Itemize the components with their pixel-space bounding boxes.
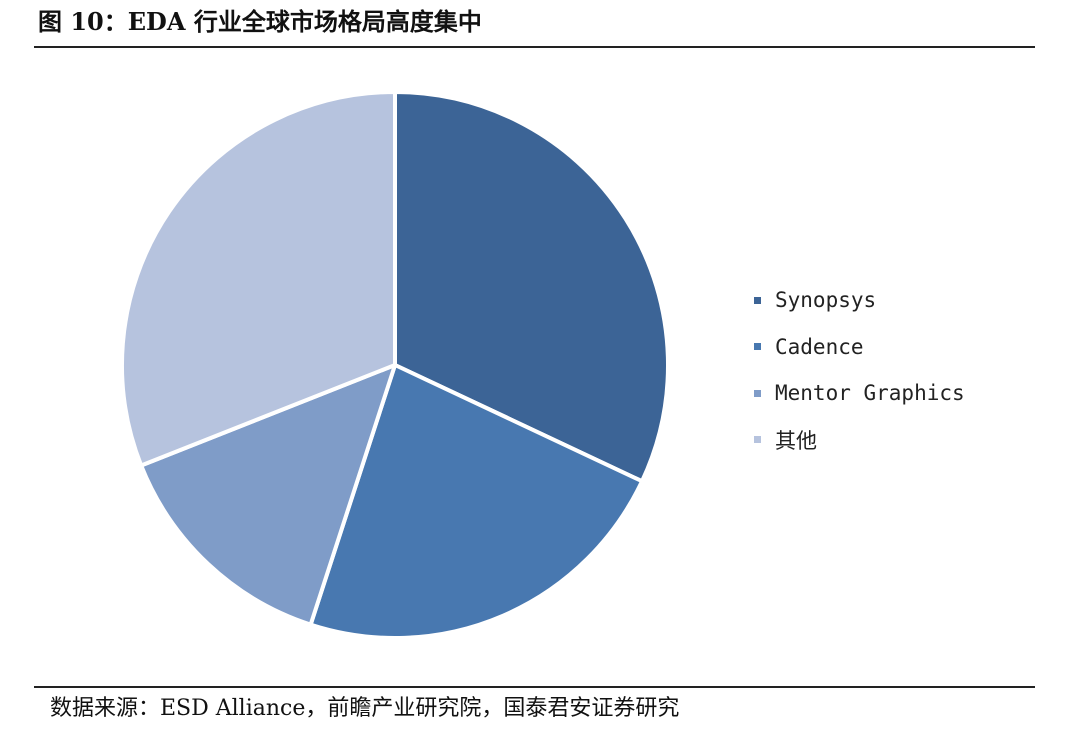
- legend-item: Mentor Graphics: [754, 370, 965, 417]
- legend-label: Cadence: [775, 334, 864, 359]
- pie-slice-1: [308, 363, 645, 640]
- figure-title: 图 10：EDA 行业全球市场格局高度集中: [38, 7, 482, 36]
- legend-item: Cadence: [754, 324, 965, 371]
- title-rule: [34, 46, 1035, 48]
- legend-label: 其他: [775, 428, 817, 453]
- legend-swatch: [754, 296, 761, 304]
- pie-slice-3: [120, 90, 397, 468]
- pie-slice-2: [139, 363, 397, 627]
- legend-swatch: [754, 436, 761, 444]
- legend-swatch: [754, 343, 761, 351]
- source-note: 数据来源：ESD Alliance，前瞻产业研究院，国泰君安证券研究: [50, 696, 680, 721]
- legend-label: Synopsys: [775, 288, 877, 313]
- legend-label: Mentor Graphics: [775, 381, 965, 406]
- chart-legend: Synopsys Cadence Mentor Graphics 其他: [754, 277, 965, 463]
- legend-item: Synopsys: [754, 277, 965, 324]
- pie-slice-0: [393, 90, 670, 484]
- source-rule: [34, 686, 1035, 688]
- legend-item: 其他: [754, 417, 965, 464]
- legend-swatch: [754, 389, 761, 397]
